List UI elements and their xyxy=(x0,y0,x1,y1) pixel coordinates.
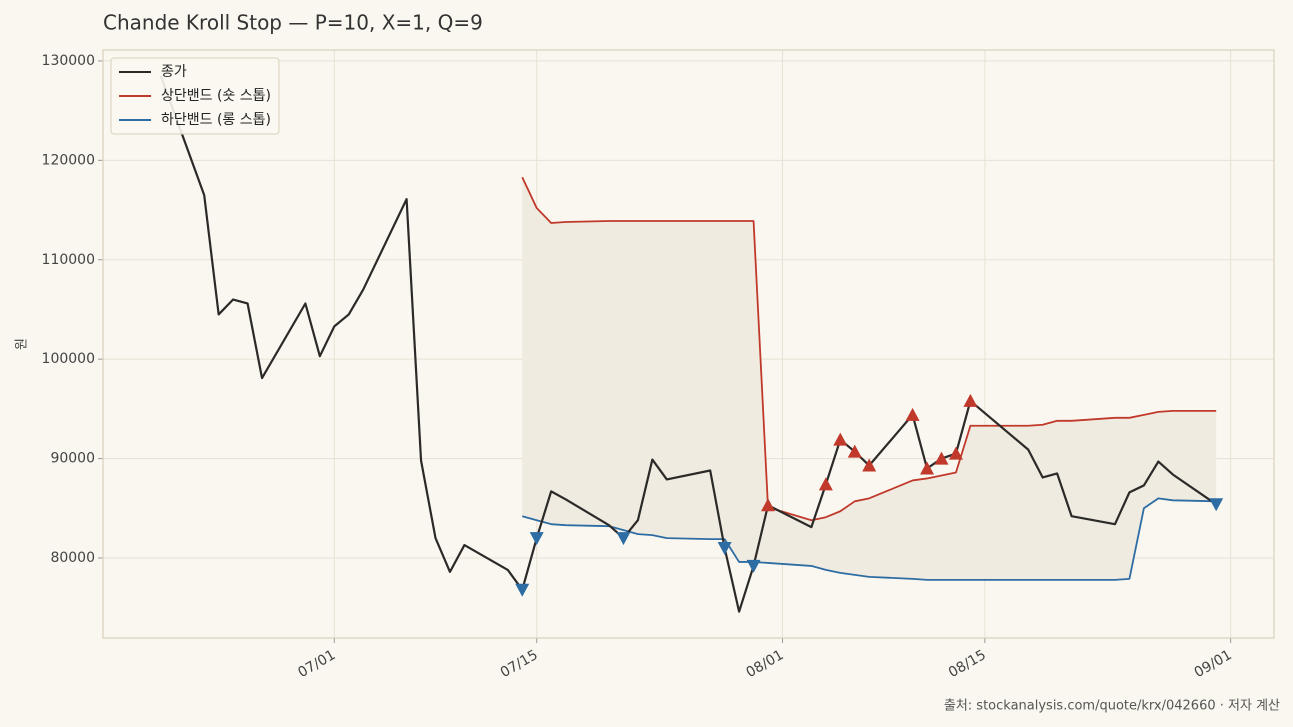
y-tick-label: 90000 xyxy=(50,451,95,467)
y-tick-label: 120000 xyxy=(42,152,95,168)
x-tick-label: 07/15 xyxy=(498,647,541,681)
buy-marker xyxy=(746,559,761,573)
x-tick-label: 07/01 xyxy=(295,647,338,681)
series-line xyxy=(159,75,1217,613)
footer: 출처: stockanalysis.com/quote/krx/042660 ·… xyxy=(944,699,1280,714)
series-line xyxy=(522,497,1217,581)
band-fill xyxy=(522,177,1217,580)
buy-marker xyxy=(529,532,544,546)
x-tick-label: 08/01 xyxy=(744,647,787,681)
legend-label: 상단밴드 (숏 스톱) xyxy=(161,88,271,104)
sell-marker xyxy=(847,444,862,458)
buy-marker xyxy=(515,583,530,597)
legend-label: 하단밴드 (롱 스톱) xyxy=(161,112,271,128)
buy-marker xyxy=(1209,498,1224,512)
sell-marker xyxy=(905,407,920,421)
sell-marker xyxy=(920,461,935,475)
y-axis-label: 원 xyxy=(15,338,30,350)
sell-marker xyxy=(818,477,833,491)
y-tick-label: 80000 xyxy=(50,550,95,566)
sell-marker xyxy=(862,458,877,472)
buy-marker xyxy=(717,542,732,556)
legend-label: 종가 xyxy=(161,64,187,80)
y-tick-label: 110000 xyxy=(42,252,95,268)
plot-frame xyxy=(102,49,1275,639)
x-tick-label: 08/15 xyxy=(946,647,989,681)
sell-marker xyxy=(833,432,848,446)
sell-marker xyxy=(948,446,963,460)
y-tick-label: 100000 xyxy=(42,351,95,367)
sell-marker xyxy=(934,451,949,465)
chart-title: Chande Kroll Stop — P=10, X=1, Q=9 xyxy=(103,11,483,35)
sell-marker xyxy=(761,498,776,512)
x-tick-label: 09/01 xyxy=(1192,647,1235,681)
sell-marker xyxy=(963,393,978,407)
buy-marker xyxy=(616,532,631,546)
series-line xyxy=(521,176,1217,522)
y-tick-label: 130000 xyxy=(42,53,95,69)
legend-box xyxy=(110,57,280,135)
